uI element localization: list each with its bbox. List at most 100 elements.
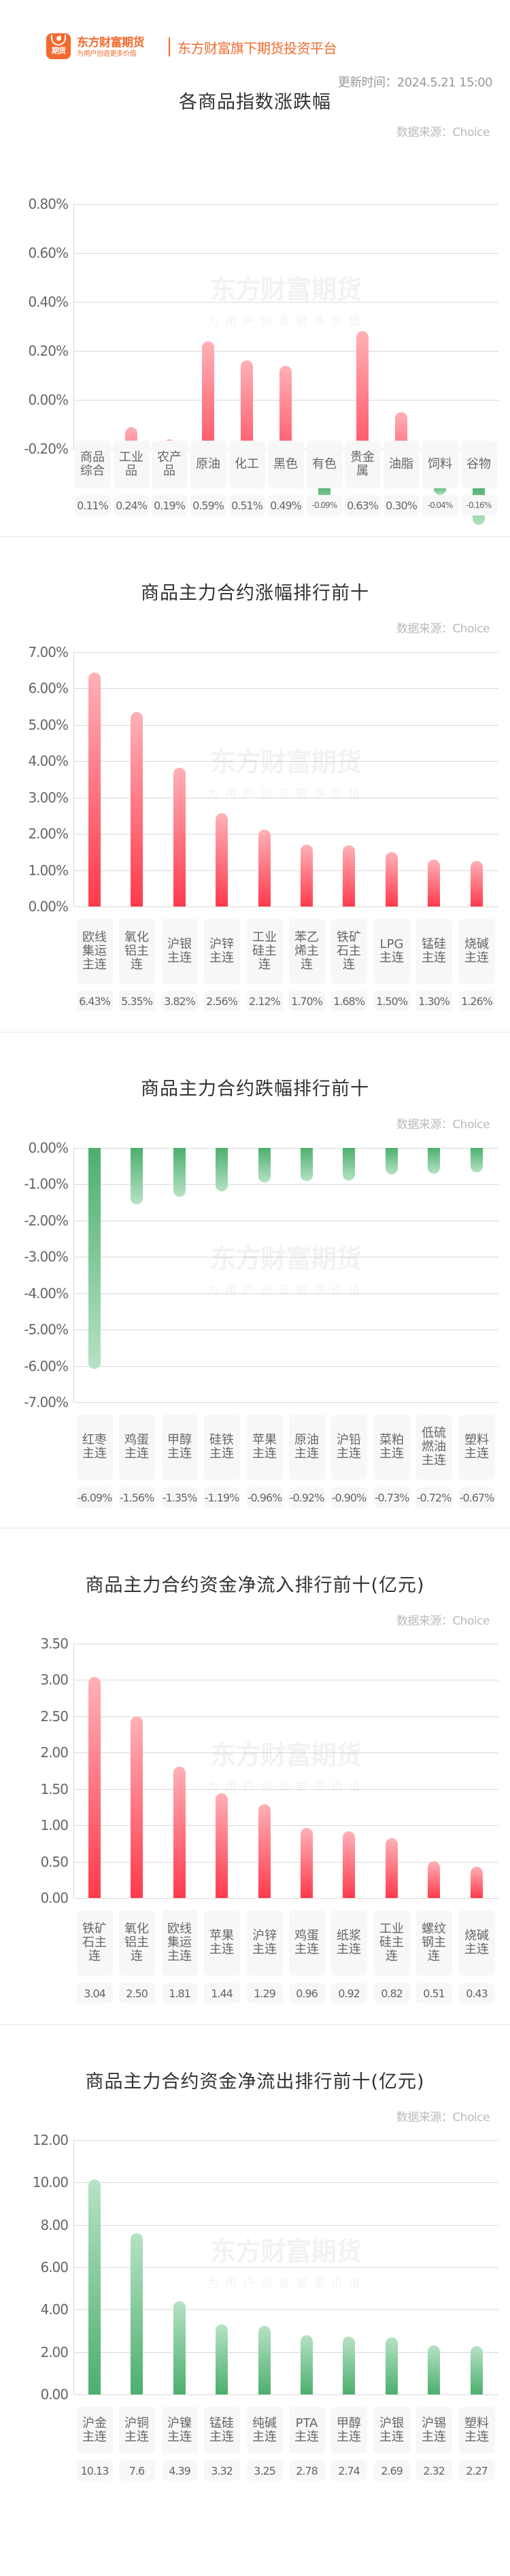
category-label: 沪锌主连: [246, 1910, 283, 1976]
category-label: 化工: [228, 441, 265, 488]
bar: [131, 1716, 143, 1898]
category-label: 黑色: [267, 441, 304, 488]
y-tick-label: 6.00: [40, 2259, 69, 2275]
category-text: 锰硅主连: [422, 937, 446, 965]
value-label: 0.19%: [151, 495, 188, 515]
category-label: 油脂: [383, 441, 420, 488]
category-text: 鸡蛋主连: [124, 1433, 149, 1461]
category-label: LPG主连: [373, 919, 410, 984]
category-label: 农产品: [151, 441, 188, 488]
gridline: [73, 1789, 498, 1790]
y-tick-label: -4.00%: [24, 1285, 69, 1302]
category-label: 红枣主连: [76, 1414, 113, 1480]
value-text: 2.27: [466, 2464, 488, 2477]
gridline: [73, 761, 498, 762]
value-text: 1.44: [211, 1986, 233, 2000]
category-text: 螺纹钢主连: [422, 1922, 446, 1963]
value-label: 2.50: [118, 1983, 155, 2003]
value-text: 3.04: [84, 1986, 106, 2000]
y-tick-label: 0.00%: [28, 392, 69, 408]
gridline: [73, 652, 498, 653]
value-label: 3.04: [76, 1983, 113, 2003]
y-tick-label: 0.20%: [28, 343, 69, 359]
category-label: 原油: [190, 441, 226, 488]
gridline: [73, 1716, 498, 1717]
bar: [471, 2346, 483, 2394]
value-label: 2.32: [415, 2460, 452, 2481]
value-label: 1.29: [246, 1983, 283, 2003]
value-text: 3.82%: [164, 994, 196, 1008]
value-text: 0.49%: [270, 498, 302, 512]
value-label: -6.09%: [76, 1487, 113, 1508]
value-label: 0.92: [330, 1983, 367, 2003]
update-time: 更新时间：2024.5.21 15:00: [337, 75, 493, 90]
value-text: 0.96: [296, 1986, 318, 2000]
value-text: 1.26%: [461, 994, 493, 1008]
category-label: 沪铅主连: [330, 1414, 367, 1480]
category-text: 鸡蛋主连: [294, 1929, 319, 1956]
watermark-slogan: 为用户创造更多价值: [207, 315, 367, 328]
watermark-brand: 东方财富期货: [209, 275, 362, 305]
bar: [216, 1793, 228, 1898]
value-text: -0.04%: [427, 501, 453, 510]
bar: [386, 1838, 398, 1898]
category-text: 苯乙烯主连: [294, 930, 319, 972]
watermark: 东方财富期货 为用户创造更多价值: [207, 2231, 364, 2290]
category-label: 沪金主连: [76, 2407, 113, 2454]
watermark: 东方财富期货为用户创造更多价值: [207, 269, 364, 328]
gridline: [73, 1184, 498, 1185]
y-axis-line: [73, 1148, 74, 1402]
brand-tagline: 东方财富旗下期货投资平台: [177, 40, 337, 56]
value-text: 1.30%: [418, 994, 450, 1008]
category-label: 塑料主连: [458, 1414, 495, 1480]
category-text: 硅铁主连: [209, 1433, 234, 1461]
chart-title: 商品主力合约资金净流出排行前十(亿元): [85, 2071, 425, 2092]
bar: [428, 1861, 440, 1898]
y-tick-label: 5.00%: [28, 717, 69, 733]
data-source-label: 数据来源：Choice: [396, 1118, 490, 1132]
value-text: 5.35%: [121, 994, 153, 1008]
value-text: 0.19%: [154, 498, 186, 512]
bar: [471, 1867, 483, 1898]
gridline: [73, 351, 498, 352]
value-label: -0.96%: [246, 1487, 283, 1508]
y-tick-label: 2.00: [40, 1744, 69, 1761]
category-text: 锰硅主连: [209, 2416, 234, 2444]
category-text: 沪金主连: [82, 2416, 107, 2444]
y-tick-label: 4.00%: [28, 753, 69, 769]
bar: [343, 845, 355, 906]
value-text: -1.35%: [162, 1491, 198, 1504]
y-tick-label: 0.00%: [28, 898, 69, 915]
value-text: 2.74: [338, 2464, 360, 2477]
gridline: [73, 1825, 498, 1826]
category-label: 烧碱主连: [458, 1910, 495, 1976]
category-text: 沪锌主连: [209, 937, 234, 965]
value-text: 1.50%: [376, 994, 408, 1008]
value-label: 0.49%: [267, 495, 304, 515]
value-text: 3.32: [211, 2464, 233, 2477]
bar: [343, 2336, 355, 2394]
y-tick-label: 6.00%: [28, 680, 69, 696]
y-tick-label: -7.00%: [24, 1394, 69, 1410]
bar: [173, 2301, 186, 2394]
chart-title: 各商品指数涨跌幅: [179, 92, 331, 113]
gridline: [73, 1752, 498, 1753]
bar: [88, 1148, 101, 1370]
y-tick-label: 7.00%: [28, 644, 69, 660]
value-label: 0.96: [288, 1983, 325, 2003]
value-text: 1.68%: [333, 994, 365, 1008]
y-tick-label: -6.00%: [24, 1358, 69, 1374]
category-text: 工业品: [119, 450, 143, 478]
y-tick-label: 0.50: [40, 1854, 69, 1870]
data-source-label: 数据来源：Choice: [396, 622, 490, 636]
gridline: [73, 1293, 498, 1294]
category-text: LPG主连: [379, 937, 404, 965]
category-text: 菜粕主连: [379, 1433, 404, 1461]
value-label: 2.78: [288, 2460, 325, 2481]
gridline: [73, 1329, 498, 1330]
gridline: [73, 2394, 498, 2395]
page-header: 期货 东方财富期货 为用户创造更多价值 东方财富旗下期货投资平台 更新时间：20…: [0, 0, 510, 95]
y-tick-label: 4.00: [40, 2301, 69, 2318]
gridline: [73, 688, 498, 689]
category-text: 农产品: [157, 450, 182, 478]
